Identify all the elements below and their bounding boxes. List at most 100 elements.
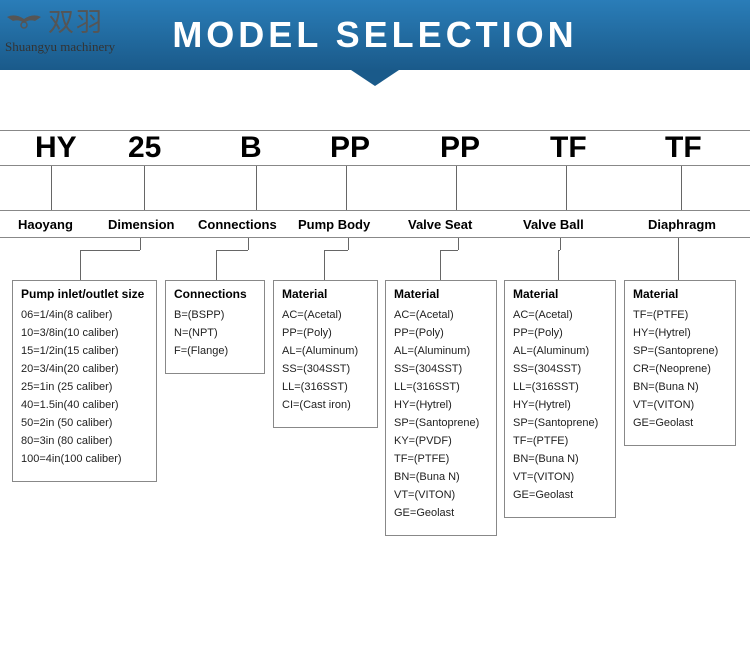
model-label-0: Haoyang bbox=[18, 217, 73, 232]
model-label-2: Connections bbox=[198, 217, 277, 232]
spec-item-2-5: CI=(Cast iron) bbox=[282, 399, 369, 411]
spec-title-5: Material bbox=[633, 287, 727, 301]
elbow-horiz-2 bbox=[324, 250, 348, 251]
spec-item-5-6: GE=Geolast bbox=[633, 417, 727, 429]
spec-item-4-7: TF=(PTFE) bbox=[513, 435, 607, 447]
spec-item-1-1: N=(NPT) bbox=[174, 327, 256, 339]
spec-item-2-2: AL=(Aluminum) bbox=[282, 345, 369, 357]
logo-block: 双羽 Shuangyu machinery bbox=[5, 2, 115, 55]
spec-item-4-6: SP=(Santoprene) bbox=[513, 417, 607, 429]
elbow-down1-3 bbox=[458, 238, 459, 250]
elbow-horiz-0 bbox=[80, 250, 140, 251]
elbow-down2-5 bbox=[678, 250, 679, 280]
spec-item-3-3: SS=(304SST) bbox=[394, 363, 488, 375]
codes-row: HY25BPPPPTFTF bbox=[0, 130, 750, 166]
wings-icon bbox=[5, 15, 48, 35]
connector-code-to-label-2 bbox=[256, 166, 257, 210]
spec-item-0-6: 50=2in (50 caliber) bbox=[21, 417, 148, 429]
spec-item-5-2: SP=(Santoprene) bbox=[633, 345, 727, 357]
model-label-6: Diaphragm bbox=[648, 217, 716, 232]
elbow-down2-2 bbox=[324, 250, 325, 280]
elbow-down1-5 bbox=[678, 238, 679, 250]
elbow-horiz-1 bbox=[216, 250, 248, 251]
elbow-down2-0 bbox=[80, 250, 81, 280]
spec-item-4-5: HY=(Hytrel) bbox=[513, 399, 607, 411]
spec-item-0-4: 25=1in (25 caliber) bbox=[21, 381, 148, 393]
labels-row: Haoyang Dimension Connections Pump Body Valv… bbox=[0, 210, 750, 238]
spec-title-2: Material bbox=[282, 287, 369, 301]
logo-chinese: 双羽 bbox=[48, 8, 104, 37]
model-code-6: TF bbox=[665, 131, 702, 165]
connector-code-to-label-6 bbox=[681, 166, 682, 210]
spec-item-5-0: TF=(PTFE) bbox=[633, 309, 727, 321]
spec-item-3-2: AL=(Aluminum) bbox=[394, 345, 488, 357]
spec-item-3-8: TF=(PTFE) bbox=[394, 453, 488, 465]
elbow-down1-4 bbox=[560, 238, 561, 250]
spec-box-5: Material TF=(PTFE) HY=(Hytrel) SP=(Santopre… bbox=[624, 280, 736, 446]
spec-item-3-4: LL=(316SST) bbox=[394, 381, 488, 393]
spec-item-3-6: SP=(Santoprene) bbox=[394, 417, 488, 429]
connector-code-to-label-1 bbox=[144, 166, 145, 210]
spec-item-0-3: 20=3/4in(20 caliber) bbox=[21, 363, 148, 375]
model-label-4: Valve Seat bbox=[408, 217, 472, 232]
spec-item-4-1: PP=(Poly) bbox=[513, 327, 607, 339]
spec-title-0: Pump inlet/outlet size bbox=[21, 287, 148, 301]
spec-item-3-11: GE=Geolast bbox=[394, 507, 488, 519]
spec-item-0-1: 10=3/8in(10 caliber) bbox=[21, 327, 148, 339]
model-code-3: PP bbox=[330, 131, 370, 165]
spec-item-4-0: AC=(Acetal) bbox=[513, 309, 607, 321]
elbow-down1-1 bbox=[248, 238, 249, 250]
spec-item-2-0: AC=(Acetal) bbox=[282, 309, 369, 321]
connector-code-to-label-0 bbox=[51, 166, 52, 210]
spec-item-3-7: KY=(PVDF) bbox=[394, 435, 488, 447]
spec-title-4: Material bbox=[513, 287, 607, 301]
spec-title-3: Material bbox=[394, 287, 488, 301]
banner-notch bbox=[351, 70, 399, 86]
elbow-down2-1 bbox=[216, 250, 217, 280]
spec-box-3: Material AC=(Acetal) PP=(Poly) AL=(Aluminum… bbox=[385, 280, 497, 536]
spec-title-1: Connections bbox=[174, 287, 256, 301]
spec-item-0-7: 80=3in (80 caliber) bbox=[21, 435, 148, 447]
model-code-0: HY bbox=[35, 131, 77, 165]
spec-item-3-10: VT=(VITON) bbox=[394, 489, 488, 501]
spec-item-3-5: HY=(Hytrel) bbox=[394, 399, 488, 411]
spec-item-5-4: BN=(Buna N) bbox=[633, 381, 727, 393]
spec-item-2-4: LL=(316SST) bbox=[282, 381, 369, 393]
connector-code-to-label-4 bbox=[456, 166, 457, 210]
model-code-1: 25 bbox=[128, 131, 161, 165]
model-label-3: Pump Body bbox=[298, 217, 370, 232]
spec-item-5-3: CR=(Neoprene) bbox=[633, 363, 727, 375]
spec-item-2-1: PP=(Poly) bbox=[282, 327, 369, 339]
spec-box-1: ConnectionsB=(BSPP)N=(NPT)F=(Flange) bbox=[165, 280, 265, 374]
spec-item-5-1: HY=(Hytrel) bbox=[633, 327, 727, 339]
logo-subtitle: Shuangyu machinery bbox=[5, 39, 115, 55]
spec-item-3-1: PP=(Poly) bbox=[394, 327, 488, 339]
connector-code-to-label-5 bbox=[566, 166, 567, 210]
elbow-horiz-3 bbox=[440, 250, 458, 251]
elbow-down1-2 bbox=[348, 238, 349, 250]
spec-item-3-9: BN=(Buna N) bbox=[394, 471, 488, 483]
elbow-down2-3 bbox=[440, 250, 441, 280]
model-label-5: Valve Ball bbox=[523, 217, 584, 232]
spec-box-0: Pump inlet/outlet size 06=1/4in(8 caliber… bbox=[12, 280, 157, 482]
model-label-1: Dimension bbox=[108, 217, 174, 232]
elbow-down2-4 bbox=[558, 250, 559, 280]
header-banner: 双羽 Shuangyu machinery MODEL SELECTION bbox=[0, 0, 750, 70]
spec-item-4-10: GE=Geolast bbox=[513, 489, 607, 501]
spec-item-0-5: 40=1.5in(40 caliber) bbox=[21, 399, 148, 411]
spec-item-5-5: VT=(VITON) bbox=[633, 399, 727, 411]
spec-item-4-9: VT=(VITON) bbox=[513, 471, 607, 483]
model-code-4: PP bbox=[440, 131, 480, 165]
connector-code-to-label-3 bbox=[346, 166, 347, 210]
spec-item-2-3: SS=(304SST) bbox=[282, 363, 369, 375]
spec-item-0-0: 06=1/4in(8 caliber) bbox=[21, 309, 148, 321]
spec-item-4-8: BN=(Buna N) bbox=[513, 453, 607, 465]
spec-item-0-2: 15=1/2in(15 caliber) bbox=[21, 345, 148, 357]
spec-item-4-4: LL=(316SST) bbox=[513, 381, 607, 393]
spec-item-3-0: AC=(Acetal) bbox=[394, 309, 488, 321]
elbow-down1-0 bbox=[140, 238, 141, 250]
spec-box-4: MaterialAC=(Acetal)PP=(Poly)AL=(Aluminum… bbox=[504, 280, 616, 518]
page-title: MODEL SELECTION bbox=[172, 14, 577, 56]
model-code-5: TF bbox=[550, 131, 587, 165]
spec-item-1-0: B=(BSPP) bbox=[174, 309, 256, 321]
